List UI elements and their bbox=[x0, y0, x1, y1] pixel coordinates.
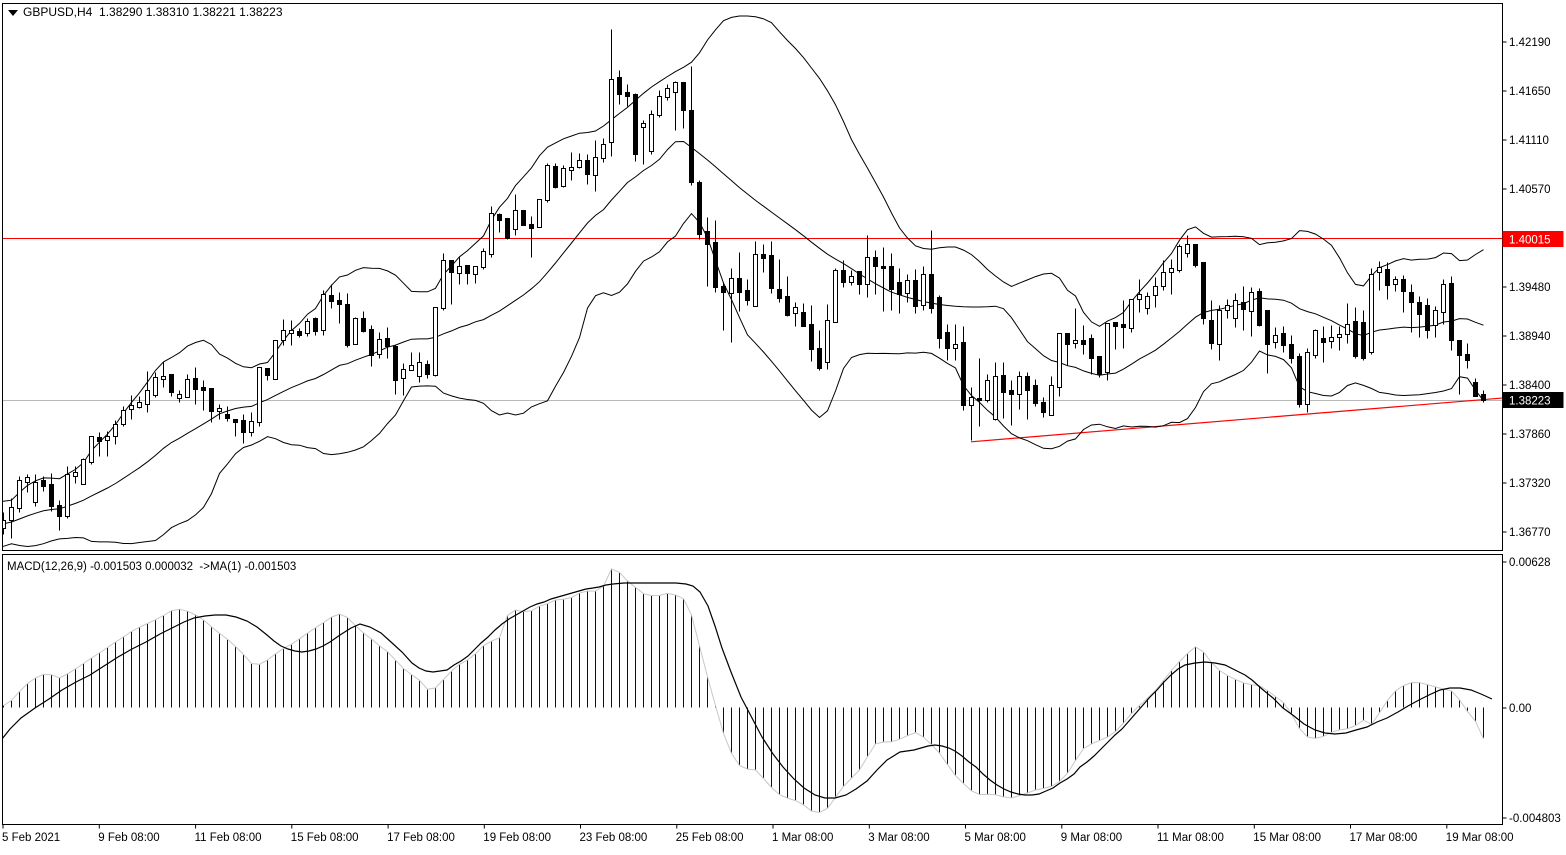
svg-text:9 Mar 08:00: 9 Mar 08:00 bbox=[1061, 832, 1122, 844]
svg-text:0.00628: 0.00628 bbox=[1509, 557, 1551, 569]
svg-text:GBPUSD,H4 1.38290 1.38310 1.3: GBPUSD,H4 1.38290 1.38310 1.38221 1.3822… bbox=[23, 5, 283, 19]
svg-text:3 Mar 08:00: 3 Mar 08:00 bbox=[868, 832, 929, 844]
svg-text:9 Feb 08:00: 9 Feb 08:00 bbox=[98, 832, 159, 844]
svg-text:1.38223: 1.38223 bbox=[1509, 396, 1551, 408]
svg-text:1.37320: 1.37320 bbox=[1509, 478, 1551, 490]
svg-text:0.00: 0.00 bbox=[1509, 703, 1531, 715]
svg-text:1.42190: 1.42190 bbox=[1509, 37, 1551, 49]
svg-text:5 Feb 2021: 5 Feb 2021 bbox=[2, 832, 60, 844]
svg-text:1.40570: 1.40570 bbox=[1509, 184, 1551, 196]
svg-text:1.41650: 1.41650 bbox=[1509, 86, 1551, 98]
svg-text:17 Mar 08:00: 17 Mar 08:00 bbox=[1350, 832, 1418, 844]
svg-text:11 Mar 08:00: 11 Mar 08:00 bbox=[1157, 832, 1224, 844]
svg-text:1.37860: 1.37860 bbox=[1509, 429, 1551, 441]
svg-text:1 Mar 08:00: 1 Mar 08:00 bbox=[772, 832, 833, 844]
svg-text:15 Mar 08:00: 15 Mar 08:00 bbox=[1253, 832, 1321, 844]
svg-text:1.36770: 1.36770 bbox=[1509, 527, 1551, 539]
svg-text:19 Feb 08:00: 19 Feb 08:00 bbox=[483, 832, 551, 844]
svg-text:1.39480: 1.39480 bbox=[1509, 282, 1551, 294]
svg-text:17 Feb 08:00: 17 Feb 08:00 bbox=[387, 832, 455, 844]
svg-text:1.38940: 1.38940 bbox=[1509, 331, 1551, 343]
svg-text:19 Mar 08:00: 19 Mar 08:00 bbox=[1446, 832, 1514, 844]
svg-text:1.41110: 1.41110 bbox=[1509, 135, 1549, 147]
svg-text:23 Feb 08:00: 23 Feb 08:00 bbox=[580, 832, 648, 844]
svg-text:1.40015: 1.40015 bbox=[1509, 235, 1551, 247]
svg-text:25 Feb 08:00: 25 Feb 08:00 bbox=[676, 832, 744, 844]
svg-text:-0.004803: -0.004803 bbox=[1509, 813, 1561, 825]
svg-text:5 Mar 08:00: 5 Mar 08:00 bbox=[965, 832, 1026, 844]
svg-text:15 Feb 08:00: 15 Feb 08:00 bbox=[291, 832, 359, 844]
svg-text:1.38400: 1.38400 bbox=[1509, 380, 1551, 392]
svg-text:MACD(12,26,9) -0.001503 0.0000: MACD(12,26,9) -0.001503 0.000032 ->MA(1)… bbox=[7, 561, 296, 573]
svg-text:11 Feb 08:00: 11 Feb 08:00 bbox=[195, 832, 262, 844]
